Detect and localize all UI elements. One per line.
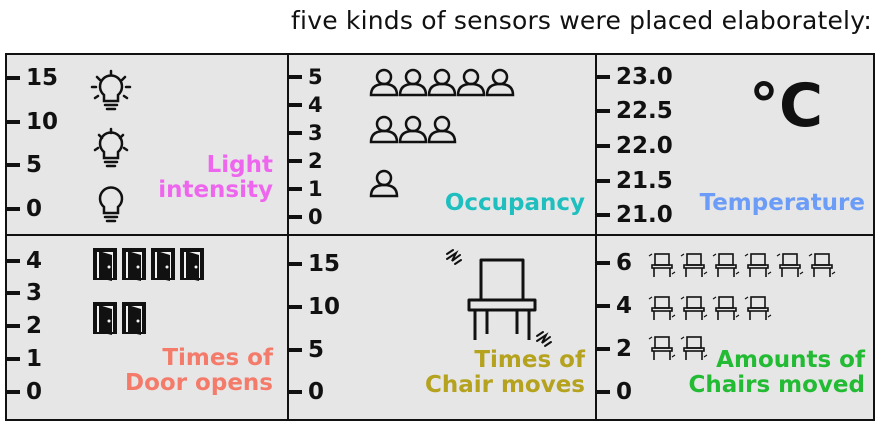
door-tick: 1 <box>7 346 42 372</box>
occupancy-tick: 4 <box>289 92 323 118</box>
header-title: five kinds of sensors were placed elabor… <box>291 6 872 35</box>
grid-divider <box>7 234 873 236</box>
door-opens-label: Times of Door opens <box>125 346 273 396</box>
person-icon <box>398 68 428 97</box>
person-icon <box>485 68 515 97</box>
temperature-label: Temperature <box>700 191 865 216</box>
door-tick: 3 <box>7 280 42 306</box>
door-tick: 0 <box>7 379 42 405</box>
light-label-line: intensity <box>158 177 273 203</box>
chair-icon <box>712 253 740 278</box>
door-opens-panel: 4 3 2 1 0 Times of Door opens <box>7 236 287 419</box>
light-bulb-icon <box>90 69 132 111</box>
chair-moves-label: Times of Chair moves <box>425 348 585 398</box>
chair-icon <box>648 336 676 361</box>
door-tick: 4 <box>7 248 42 274</box>
occupancy-tick: 5 <box>289 64 323 90</box>
light-intensity-panel: 15 10 5 0 Light intensity <box>7 55 287 234</box>
chairs-moved-tick: 4 <box>597 293 632 319</box>
person-icon <box>456 68 486 97</box>
occupancy-tick: 3 <box>289 120 323 146</box>
occupancy-panel: 5 4 3 2 1 0 Occupancy <box>289 55 595 234</box>
chairs-moved-tick: 2 <box>597 336 632 362</box>
grid-divider <box>595 55 597 419</box>
occupancy-label: Occupancy <box>445 191 585 216</box>
occupancy-tick: 1 <box>289 176 323 202</box>
occupancy-label-line: Occupancy <box>444 190 585 216</box>
occupancy-tick: 0 <box>289 204 323 230</box>
door-icon <box>93 248 117 281</box>
temperature-tick: 22.5 <box>597 98 673 124</box>
chairs-moved-tick: 6 <box>597 250 632 276</box>
chair-moves-panel: 15 10 5 0 Times of Chair moves <box>289 236 595 419</box>
chair-moves-label-line: Chair moves <box>424 372 585 398</box>
chairs-moved-panel: 6 4 2 0 <box>597 236 875 419</box>
light-tick: 5 <box>7 152 42 178</box>
chair-moves-tick: 0 <box>289 379 324 405</box>
light-tick: 0 <box>7 196 42 222</box>
chair-icon <box>744 253 772 278</box>
temperature-tick: 21.5 <box>597 168 673 194</box>
temperature-label-line: Temperature <box>699 190 865 216</box>
person-icon <box>369 115 399 144</box>
door-icon <box>180 248 204 281</box>
chair-icon-large <box>446 249 552 347</box>
temperature-panel: 23.0 22.5 22.0 21.5 21.0 °C Temperature <box>597 55 875 234</box>
light-bulb-icon <box>93 127 129 168</box>
chair-moves-label-line: Times of <box>474 347 585 373</box>
chair-icon <box>680 253 708 278</box>
door-icon <box>122 248 146 281</box>
chair-icon <box>712 296 740 321</box>
chairs-moved-tick: 0 <box>597 379 632 405</box>
chair-icon <box>744 296 772 321</box>
light-tick: 15 <box>7 65 58 91</box>
chairs-moved-label-line: Amounts of <box>716 347 865 373</box>
light-label-line: Light <box>206 152 273 178</box>
light-tick: 10 <box>7 109 58 135</box>
door-label-line: Times of <box>162 345 273 371</box>
chair-moves-tick: 15 <box>289 251 340 277</box>
door-icon <box>151 248 175 281</box>
chair-icon <box>648 253 676 278</box>
person-icon <box>398 115 428 144</box>
temperature-tick: 21.0 <box>597 202 673 228</box>
light-bulb-icons <box>90 69 132 223</box>
chair-icon <box>808 253 836 278</box>
person-icon <box>427 68 457 97</box>
temperature-tick: 23.0 <box>597 64 673 90</box>
light-intensity-label: Light intensity <box>158 153 273 203</box>
chair-moves-tick: 5 <box>289 337 324 363</box>
chair-moves-tick: 10 <box>289 294 340 320</box>
door-icon <box>93 302 117 335</box>
motion-lines-icon <box>446 249 552 347</box>
chair-icon <box>776 253 804 278</box>
person-icon <box>369 68 399 97</box>
person-icon <box>427 115 457 144</box>
person-icon <box>369 169 399 198</box>
chair-icon <box>680 296 708 321</box>
chair-icon <box>648 296 676 321</box>
chairs-moved-label-line: Chairs moved <box>688 372 865 398</box>
occupancy-tick: 2 <box>289 148 323 174</box>
temperature-tick: 22.0 <box>597 133 673 159</box>
chairs-moved-label: Amounts of Chairs moved <box>688 348 865 398</box>
sensor-grid: 15 10 5 0 Light intensity 5 4 3 2 1 <box>5 53 875 421</box>
door-icon <box>122 302 146 335</box>
door-label-line: Door opens <box>125 370 273 396</box>
celsius-icon: °C <box>749 71 824 141</box>
light-bulb-icon <box>98 186 124 223</box>
door-tick: 2 <box>7 313 42 339</box>
chair-icon <box>467 258 537 340</box>
grid-divider <box>287 55 289 419</box>
